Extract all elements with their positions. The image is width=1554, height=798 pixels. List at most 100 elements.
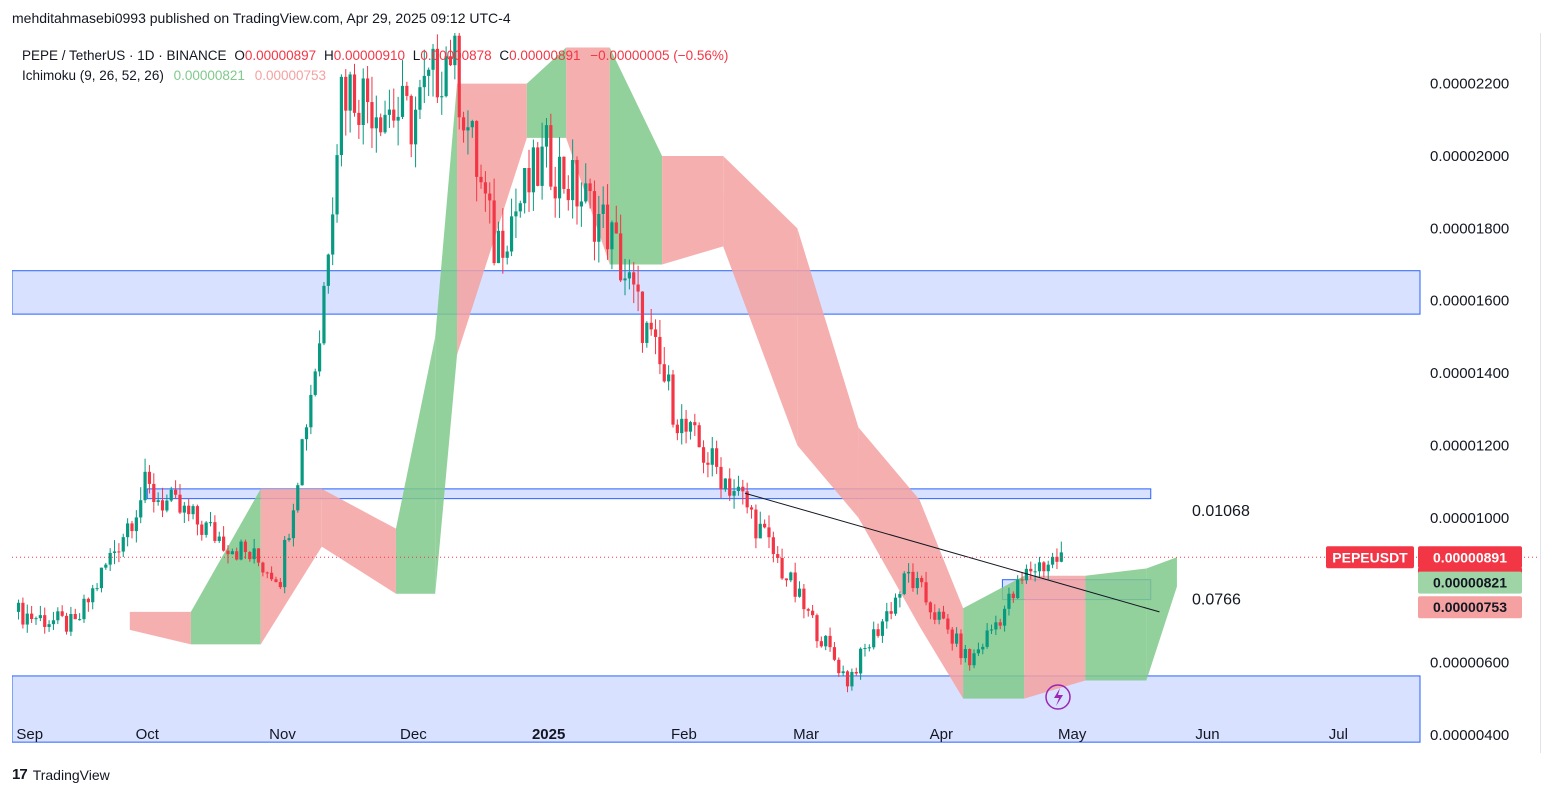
candle-body [108, 552, 112, 565]
candle-body [413, 109, 418, 145]
candle-body [501, 230, 505, 258]
candle-body [248, 551, 252, 560]
price-tag-bg [1418, 546, 1522, 569]
candle-body [34, 618, 38, 620]
candle-body [283, 539, 287, 588]
candle-body [872, 629, 876, 648]
candle-body [457, 35, 461, 118]
candle-body [230, 551, 234, 555]
candle-body [1011, 593, 1015, 599]
candle-body [69, 614, 73, 632]
candle-body [1024, 568, 1029, 581]
candle-body [191, 506, 195, 515]
candle-body [610, 222, 614, 250]
candle-body [832, 647, 837, 660]
candle-body [636, 284, 640, 292]
footer-brand[interactable]: TradingView [32, 766, 110, 783]
candle-body [571, 159, 575, 201]
candle-body [143, 471, 147, 501]
candle-body [383, 114, 387, 133]
x-tick-label: Jul [1329, 726, 1348, 743]
ichimoku-cloud-segment [190, 488, 261, 645]
candle-body [745, 491, 749, 508]
x-tick-label: Nov [269, 726, 296, 743]
candle-body [1046, 564, 1050, 572]
ichimoku-cloud-segment [395, 336, 436, 594]
y-tick-label: 0.00000400 [1430, 727, 1509, 744]
candle-body [619, 233, 623, 281]
candle-body [859, 648, 863, 674]
x-tick-label: Sep [16, 726, 43, 743]
candle-body [30, 613, 34, 620]
candle-body [243, 541, 248, 552]
candle-body [1020, 579, 1024, 581]
x-tick-label: Feb [671, 726, 697, 743]
legend-symbol[interactable]: PEPE / TetherUS · 1D · BINANCE [22, 48, 227, 63]
ichimoku-cloud-segment [435, 83, 458, 594]
candle-body [797, 588, 802, 597]
chart-area[interactable]: 0.01068 0.0766 0.00002200 0.00002000 0.00001… [12, 33, 1541, 753]
candle-body [112, 551, 117, 553]
legend-span-a: 0.00000821 [173, 68, 245, 83]
candle-body [514, 211, 518, 217]
candle-body [540, 146, 544, 186]
candle-body [152, 483, 156, 502]
candle-body [444, 56, 448, 97]
candle-body [876, 629, 880, 636]
candle-body [296, 485, 300, 511]
candle-body [217, 536, 221, 541]
candle-body [933, 612, 937, 620]
footer: 17 TradingView [12, 766, 110, 783]
candle-body [911, 571, 915, 589]
candle-body [784, 578, 789, 581]
candle-body [466, 127, 470, 131]
candle-body [440, 96, 444, 98]
candle-body [536, 147, 540, 186]
candle-body [365, 78, 370, 103]
candle-body [920, 577, 924, 583]
candle-body [361, 78, 365, 125]
chart-svg[interactable]: 0.01068 0.0766 0.00002200 0.00002000 0.00001… [12, 33, 1540, 753]
price-tag-bg [1326, 546, 1414, 569]
candle-body [448, 56, 453, 66]
candle-body [968, 649, 972, 666]
candle-body [200, 524, 204, 535]
x-tick-label: Apr [930, 726, 953, 743]
candle-body [994, 622, 998, 630]
legend-high: 0.00000910 [333, 48, 406, 63]
support-resistance-zone-0 [12, 270, 1421, 315]
candle-body [688, 422, 693, 432]
ichimoku-cloud-segment [1085, 568, 1147, 681]
candle-body [732, 491, 736, 496]
candle-body [99, 567, 104, 589]
candle-body [300, 439, 304, 486]
candle-body [806, 609, 810, 611]
candle-body [64, 615, 69, 632]
ichimoku-cloud-segment [662, 156, 724, 265]
lightning-icon[interactable] [1045, 684, 1071, 710]
y-tick-label: 0.00001600 [1430, 293, 1509, 310]
candle-body [396, 116, 400, 121]
candle-body [941, 611, 946, 619]
price-tag-bg [1418, 596, 1522, 619]
legend-c-label: C [499, 48, 510, 63]
candle-body [56, 611, 60, 621]
candle-body [667, 374, 671, 382]
candle-body [387, 109, 392, 115]
y-tick-label: 0.00001200 [1430, 437, 1509, 454]
candle-body [845, 671, 850, 687]
candle-body [270, 572, 274, 580]
candle-body [156, 500, 160, 502]
candle-body [950, 629, 954, 644]
candle-body [496, 230, 501, 264]
candle-body [557, 156, 562, 199]
candle-body [741, 486, 745, 492]
tradingview-logo-icon[interactable]: 17 [12, 766, 28, 783]
candle-body [147, 471, 152, 484]
candle-body [483, 182, 487, 194]
legend-indicator[interactable]: Ichimoku (9, 26, 52, 26) [22, 68, 164, 83]
candle-body [139, 500, 143, 518]
candle-body [213, 522, 217, 541]
candle-body [885, 611, 889, 622]
candle-body [291, 510, 296, 539]
